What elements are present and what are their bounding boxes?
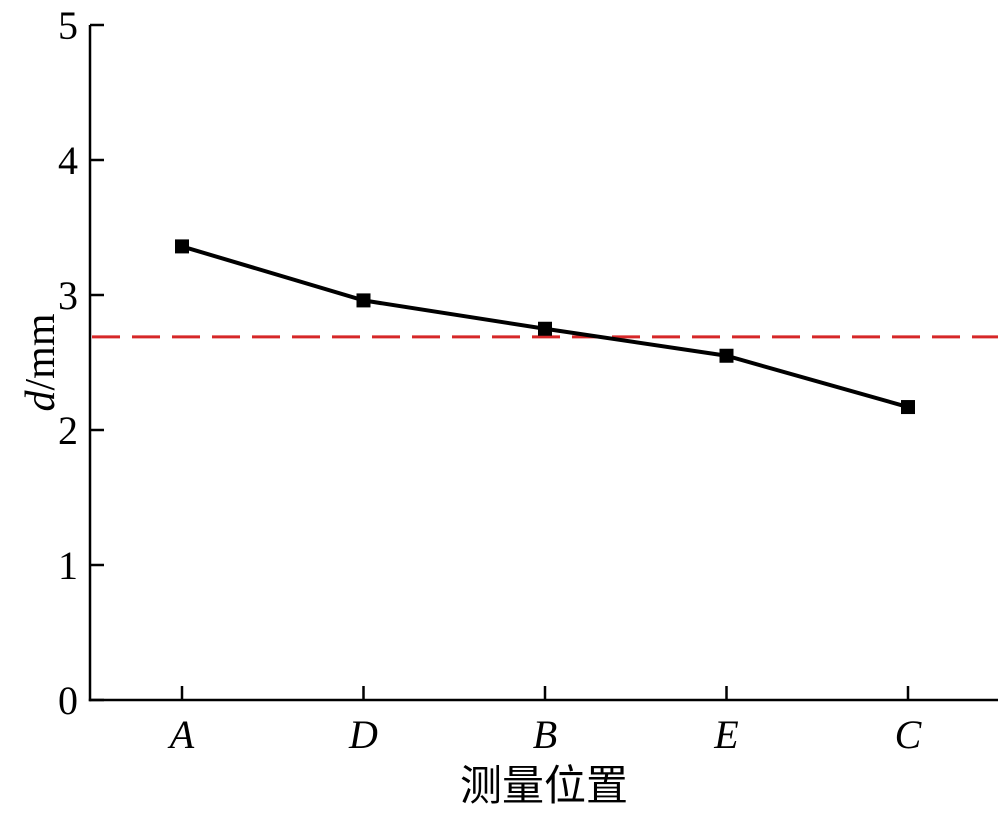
data-point-marker (356, 293, 371, 308)
x-tick-label: B (533, 712, 557, 757)
data-point-marker (538, 321, 552, 336)
data-markers (175, 239, 915, 415)
x-axis-title: 测量位置 (460, 763, 628, 810)
y-tick-label: 4 (58, 138, 78, 183)
y-tick-label: 2 (58, 408, 78, 453)
data-point-marker (901, 400, 915, 415)
x-tick-label: C (895, 712, 923, 757)
y-tick-label: 5 (58, 3, 78, 48)
y-tick-label: 0 (58, 678, 78, 723)
axes (88, 25, 998, 702)
x-tick-label: E (713, 712, 738, 757)
y-tick-label: 1 (58, 543, 78, 588)
data-point-marker (719, 348, 734, 363)
x-tick-label: A (167, 712, 195, 757)
y-tick-label: 3 (58, 273, 78, 318)
data-point-marker (175, 239, 189, 254)
x-tick-label: D (348, 712, 378, 757)
y-ticks: 0 1 2 3 4 5 (58, 3, 104, 723)
y-axis-title: d/mm (18, 313, 64, 411)
y-axis-title-unit: /mm (18, 313, 64, 390)
y-axis-title-variable: d (18, 390, 64, 412)
